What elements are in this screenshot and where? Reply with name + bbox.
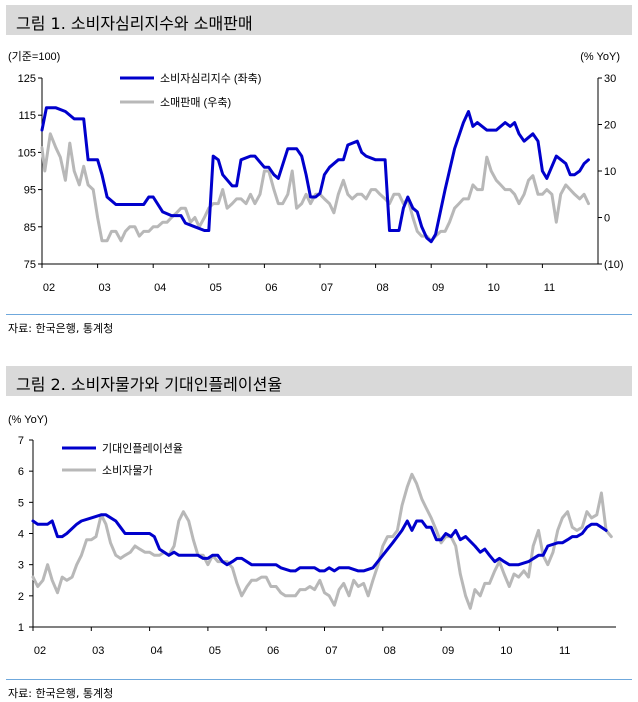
figure-2-divider: [6, 679, 632, 680]
x-tick-label: 10: [500, 645, 512, 657]
figure-2-source: 자료: 한국은행, 통계청: [8, 687, 114, 700]
left-tick-label: 1: [18, 622, 24, 634]
left-tick-label: 4: [18, 529, 24, 541]
series-line-1: [40, 106, 590, 244]
left-tick-label: 3: [18, 560, 24, 572]
figure-2-title: 그림 2. 소비자물가와 기대인플레이션율: [16, 375, 283, 394]
left-tick-label: 75: [24, 259, 36, 271]
left-tick-label: 125: [18, 73, 36, 85]
x-tick-label: 06: [267, 645, 279, 657]
x-tick-label: 07: [321, 282, 333, 294]
left-tick-label: 5: [18, 497, 24, 509]
right-tick-label: 20: [604, 120, 616, 132]
x-tick-label: 03: [98, 282, 110, 294]
left-unit-label: (기준=100): [8, 50, 60, 63]
right-tick-label: 10: [604, 166, 616, 178]
x-tick-label: 11: [544, 282, 555, 294]
right-tick-label: 30: [604, 73, 616, 85]
left-tick-label: 105: [18, 147, 36, 159]
x-tick-label: 08: [376, 282, 388, 294]
series-line-1: [31, 513, 608, 573]
figure-1-divider: [6, 314, 632, 315]
x-tick-label: 06: [265, 282, 277, 294]
figure-1-source: 자료: 한국은행, 통계청: [8, 322, 114, 335]
x-tick-label: 09: [432, 282, 444, 294]
figure-1-header: 그림 1. 소비자심리지수와 소매판매: [6, 5, 632, 35]
left-tick-label: 6: [18, 466, 24, 478]
x-tick-label: 08: [384, 645, 396, 657]
x-tick-label: 11: [559, 645, 570, 657]
left-tick-label: 115: [18, 110, 36, 122]
x-tick-label: 04: [150, 645, 162, 657]
right-unit-label: (% YoY): [580, 51, 620, 63]
legend-label-2: 소비자물가: [102, 464, 153, 477]
x-tick-label: 02: [34, 645, 46, 657]
series-line-2: [31, 472, 613, 610]
left-unit-label: (% YoY): [8, 414, 48, 426]
figure-1-title: 그림 1. 소비자심리지수와 소매판매: [16, 14, 253, 33]
left-tick-label: 85: [24, 222, 36, 234]
right-tick-label: (10): [604, 259, 624, 271]
x-tick-label: 10: [488, 282, 500, 294]
x-tick-label: 05: [209, 645, 221, 657]
left-tick-label: 7: [18, 435, 24, 447]
legend-label-2: 소매판매 (우축): [160, 96, 231, 109]
x-tick-label: 03: [92, 645, 104, 657]
left-tick-label: 95: [24, 185, 36, 197]
left-tick-label: 2: [18, 591, 24, 603]
right-tick-label: 0: [604, 213, 610, 225]
x-tick-label: 04: [154, 282, 166, 294]
x-tick-label: 05: [210, 282, 222, 294]
figure-2-header: 그림 2. 소비자물가와 기대인플레이션율: [6, 366, 632, 396]
x-tick-label: 02: [43, 282, 55, 294]
legend-label-1: 소비자심리지수 (좌축): [160, 72, 261, 85]
figure-2-chart: (% YoY) 7 6 5 4 3 2 1 02 03 04 05 06 07 08 09 10 11 기대인플레이…: [8, 414, 616, 657]
legend-label-1: 기대인플레이션율: [102, 442, 183, 455]
series-line-2: [40, 132, 590, 243]
x-tick-label: 07: [325, 645, 337, 657]
x-tick-label: 09: [442, 645, 454, 657]
figure-1-chart: (기준=100) (% YoY) 125 115 105 95 85 75 30 20 10 0 (10…: [8, 50, 624, 294]
